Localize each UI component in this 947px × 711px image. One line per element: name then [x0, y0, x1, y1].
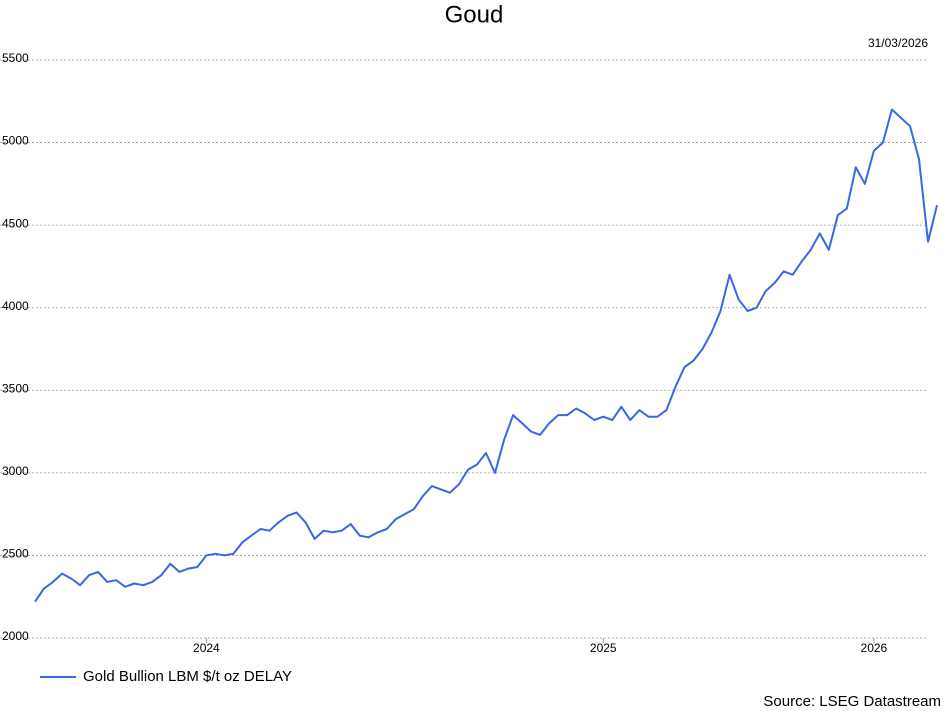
y-tick-label: 5500 [2, 51, 29, 65]
y-tick-label: 4000 [2, 299, 29, 313]
y-tick-label: 4500 [2, 216, 29, 230]
x-tick-label: 2024 [193, 641, 220, 655]
legend-label: Gold Bullion LBM $/t oz DELAY [83, 668, 292, 685]
line [34, 108, 938, 603]
chart-title: Goud [445, 1, 504, 28]
y-tick-label: 2500 [2, 547, 29, 561]
y-tick-label: 3000 [2, 464, 29, 478]
source: Source: LSEG Datastream [763, 693, 941, 710]
x-tick-label: 2026 [861, 641, 888, 655]
y-tick-label: 2000 [2, 629, 29, 643]
y-tick-label: 5000 [2, 134, 29, 148]
date-label: 31/03/2026 [868, 36, 928, 50]
x-tick-label: 2025 [590, 641, 617, 655]
y-tick-label: 3500 [2, 381, 29, 395]
